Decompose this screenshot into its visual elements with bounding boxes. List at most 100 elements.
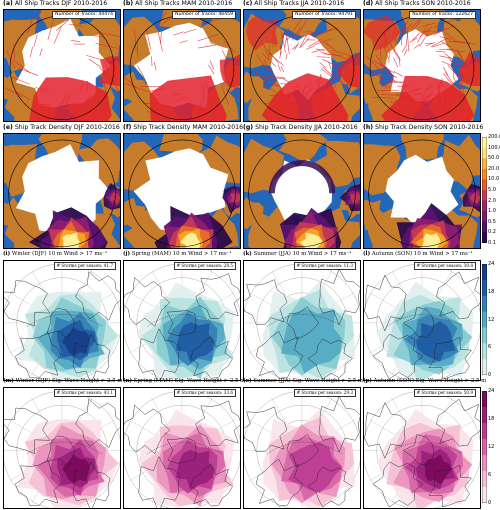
land-mass	[124, 16, 170, 70]
panel-title-text: All Ship Tracks DJF 2010-2016	[14, 0, 108, 7]
cyclone-density-field	[262, 408, 355, 508]
map-panel-wind	[363, 260, 481, 381]
map-panel-wind	[243, 260, 361, 381]
track-count-label: Number of Tracks: 44474	[52, 11, 116, 19]
panel-title-text: Winter (DJF) Sig. Wave Height > 2.5 m	[15, 378, 123, 384]
panel-title-text: All Ship Tracks MAM 2010-2016	[135, 0, 233, 7]
track-band	[381, 75, 475, 121]
panel-title-text: Spring (MAM) 10 m Wind > 17 ms⁻¹	[131, 251, 232, 257]
colorbar-tick-label: 12	[488, 316, 495, 323]
map-panel-wave	[243, 387, 361, 509]
storms-per-season-label: # Storms per season: 30.8	[413, 262, 476, 270]
colorbar-tick-label: 0.1	[488, 240, 496, 246]
map-panel-tracks	[363, 9, 481, 122]
panel-title: (l) Autumn (SON) 10 m Wind > 17 ms⁻¹	[363, 251, 473, 258]
colorbar-wave	[481, 390, 488, 507]
colorbar-tick-label: 6	[488, 344, 492, 351]
coastlines	[244, 268, 360, 380]
panel-title: (e) Ship Track Density DJF 2010-2016	[3, 124, 120, 131]
panel-letter: (n)	[123, 378, 133, 384]
panel-letter: (p)	[363, 378, 372, 384]
cyclone-density-field	[262, 281, 355, 380]
colorbar-tick-label: 0	[488, 372, 492, 378]
panel-letter: (j)	[123, 251, 131, 257]
latitude-circle	[368, 139, 476, 247]
storms-per-season-label: # Storms per season: 43.1	[53, 389, 116, 397]
panel-title-text: All Ship Tracks JJA 2010-2016	[254, 0, 345, 7]
panel-title-text: Autumn (SON) 10 m Wind > 17 ms⁻¹	[371, 251, 473, 257]
latitude-circle	[128, 139, 236, 247]
panel-title: (a) All Ship Tracks DJF 2010-2016	[3, 0, 107, 7]
cyclone-density-field	[376, 409, 474, 508]
storms-per-season-label: # Storms per season: 29.3	[293, 389, 356, 397]
land-mass	[364, 199, 384, 231]
panel-letter: (i)	[3, 251, 11, 257]
land-mass	[124, 141, 170, 195]
panel-title: (j) Spring (MAM) 10 m Wind > 17 ms⁻¹	[123, 251, 232, 258]
panel-letter: (e)	[3, 124, 13, 131]
cyclone-density-field	[137, 409, 235, 508]
cyclone-density-field	[16, 291, 119, 380]
density-field	[28, 182, 120, 248]
map-panel-density	[3, 133, 121, 249]
colorbar-tick-label: 1.0	[488, 208, 496, 215]
panel-title-text: Ship Track Density DJF 2010-2016	[14, 124, 120, 131]
track-band	[364, 14, 401, 51]
track-band	[219, 53, 240, 88]
coastlines	[124, 273, 240, 380]
panel-title: (c) All Ship Tracks JJA 2010-2016	[243, 0, 344, 7]
panel-title-text: Autumn (SON) Sig. Wave Height > 2.5 m	[373, 378, 487, 384]
sea-ice	[15, 144, 111, 233]
map-panel-density	[363, 133, 481, 249]
panel-title-text: Ship Track Density JJA 2010-2016	[255, 124, 358, 131]
colorbar-tick-label: 10.0	[488, 176, 500, 183]
track-band	[149, 75, 227, 121]
panel-title-text: All Ship Tracks SON 2010-2016	[375, 0, 471, 7]
track-band	[29, 77, 112, 121]
panel-title: (g) Ship Track Density JJA 2010-2016	[243, 124, 358, 131]
panel-letter: (c)	[243, 0, 253, 7]
map-panel-wind	[3, 260, 121, 381]
storms-per-season-label: # Storms per season: 41.7	[53, 262, 116, 270]
coastlines	[124, 400, 240, 508]
panel-title: (b) All Ship Tracks MAM 2010-2016	[123, 0, 232, 7]
track-count-label: Number of Tracks: 94791	[292, 11, 356, 19]
colorbar-tick-label: 2.0	[488, 197, 496, 204]
coastlines	[244, 395, 360, 508]
panel-title: (d) All Ship Tracks SON 2010-2016	[363, 0, 471, 7]
cyclone-density-field	[376, 281, 474, 380]
colorbar-tick-label: 18	[488, 416, 495, 422]
panel-letter: (f)	[123, 124, 132, 131]
panel-title-text: Spring (MAM) Sig. Wave Height > 2.5 m	[133, 378, 246, 384]
sea-ice	[133, 148, 229, 234]
colorbar-tick-label: 50.0	[488, 155, 500, 162]
track-count-label: Number of Tracks: 46459	[172, 11, 236, 19]
colorbar-tick-label: 20.0	[488, 165, 500, 172]
panel-title-text: Summer (JJA) Sig. Wave Height > 2.5 m	[253, 378, 363, 384]
panel-title-text: Ship Track Density MAM 2010-2016	[133, 124, 244, 131]
coastlines	[4, 398, 120, 508]
land-mass	[244, 197, 264, 230]
map-panel-tracks	[123, 9, 241, 122]
track-band	[458, 52, 480, 87]
storms-per-season-label: # Storms per season: 50.9	[413, 389, 476, 397]
panel-title: (n) Spring (MAM) Sig. Wave Height > 2.5 …	[123, 378, 245, 385]
panel-title: (m) Winter (DJF) Sig. Wave Height > 2.5 …	[3, 378, 123, 385]
panel-letter: (l)	[363, 251, 371, 257]
panel-title: (f) Ship Track Density MAM 2010-2016	[123, 124, 243, 131]
colorbar-tick-label: 0	[488, 500, 492, 506]
colorbar-tick-label: 6	[488, 472, 492, 478]
track-count-label: Number of Tracks: 122627	[409, 11, 476, 19]
panel-letter: (k)	[243, 251, 252, 257]
map-panel-wind	[123, 260, 241, 381]
panel-title-text: Winter (DJF) 10 m Wind > 17 ms⁻¹	[11, 251, 108, 257]
map-panel-density	[123, 133, 241, 249]
colorbar-density	[481, 136, 488, 247]
colorbar-tick-label: 0.2	[488, 229, 496, 236]
cyclone-density-field	[137, 282, 235, 380]
panel-title: (p) Autumn (SON) Sig. Wave Height > 2.5 …	[363, 378, 486, 385]
storms-per-season-label: # Storms per season: 33.6	[173, 389, 236, 397]
panel-title-text: Summer (JJA) 10 m Wind > 17 ms⁻¹	[253, 251, 352, 257]
density-field	[396, 184, 480, 248]
panel-title-text: Ship Track Density SON 2010-2016	[375, 124, 484, 131]
